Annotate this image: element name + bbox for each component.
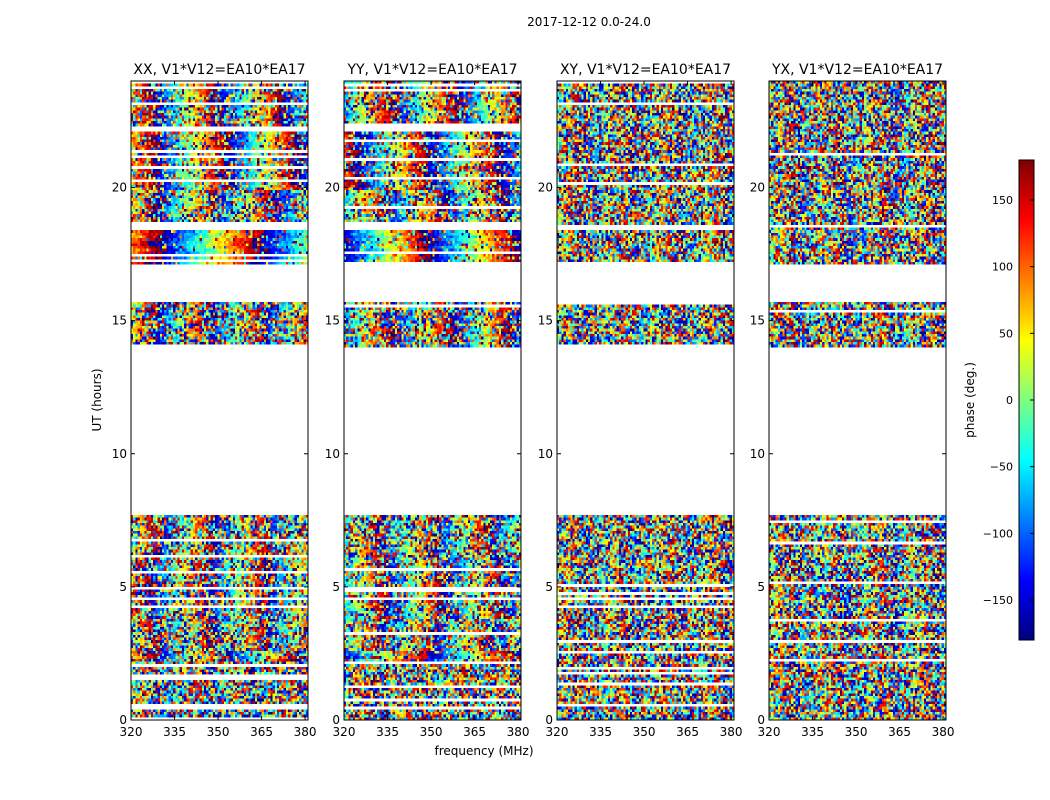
y-tick-label-xx-20: 20 (112, 181, 127, 195)
y-axis-label: UT (hours) (90, 368, 104, 431)
y-tick-label-yx-5: 5 (757, 580, 765, 594)
panel-frame-yx (768, 80, 947, 721)
y-tick-label-xy-0: 0 (545, 713, 553, 727)
colorbar-tick-label-0: 0 (1006, 394, 1013, 407)
y-tick-label-xy-15: 15 (538, 314, 553, 328)
y-tick-label-xy-5: 5 (545, 580, 553, 594)
x-tick-label-yy-365: 365 (463, 725, 486, 739)
y-tick-label-xy-20: 20 (538, 181, 553, 195)
y-tick-label-yy-5: 5 (332, 580, 340, 594)
colorbar-tick-label--150: −150 (983, 594, 1013, 607)
panel-title-xy: XY, V1*V12=EA10*EA17 (560, 62, 731, 78)
x-tick-label-xx-350: 350 (207, 725, 230, 739)
panel-title-yx: YX, V1*V12=EA10*EA17 (771, 62, 943, 78)
colorbar-tick-label--50: −50 (990, 461, 1013, 474)
phase-image-xy (557, 81, 734, 720)
x-tick-label-xx-320: 320 (120, 725, 143, 739)
panel-title-xx: XX, V1*V12=EA10*EA17 (133, 62, 305, 78)
colorbar: −150 −100 −50 0 50 100 150 phase (deg.) (963, 159, 1035, 641)
y-tick-label-yx-20: 20 (750, 181, 765, 195)
x-tick-label-xy-350: 350 (633, 725, 656, 739)
colorbar-tick-label-100: 100 (992, 261, 1013, 274)
x-tick-label-xx-335: 335 (163, 725, 186, 739)
panel-yx: YX, V1*V12=EA10*EA17 320 335 350 365 380 0 5 10 1… (750, 62, 955, 739)
y-tick-label-xx-5: 5 (119, 580, 127, 594)
y-tick-label-yx-0: 0 (757, 713, 765, 727)
y-tick-label-xx-15: 15 (112, 314, 127, 328)
y-tick-label-yx-15: 15 (750, 314, 765, 328)
colorbar-ticks: −150 −100 −50 0 50 100 150 (983, 194, 1034, 607)
panel-title-yy: YY, V1*V12=EA10*EA17 (346, 62, 517, 78)
y-tick-label-xy-10: 10 (538, 447, 553, 461)
colorbar-tick-label-150: 150 (992, 194, 1013, 207)
y-tick-label-yy-10: 10 (325, 447, 340, 461)
x-axis-label: frequency (MHz) (434, 744, 533, 758)
x-tick-label-xy-320: 320 (546, 725, 569, 739)
y-tick-label-xx-0: 0 (119, 713, 127, 727)
y-tick-label-yx-10: 10 (750, 447, 765, 461)
colorbar-tick-label--100: −100 (983, 527, 1013, 540)
figure-title: 2017-12-12 0.0-24.0 (527, 15, 651, 29)
phase-image-yx (769, 81, 946, 720)
x-tick-label-xy-335: 335 (589, 725, 612, 739)
x-tick-label-yx-335: 335 (801, 725, 824, 739)
panel-yy: YY, V1*V12=EA10*EA17 320 335 350 365 380 0 5 10 1… (325, 62, 530, 739)
x-tick-label-yx-380: 380 (932, 725, 955, 739)
panel-xx: XX, V1*V12=EA10*EA17 320 335 350 365 380 0 5 10 1… (112, 62, 317, 739)
x-tick-label-yx-365: 365 (888, 725, 911, 739)
x-tick-label-yy-350: 350 (420, 725, 443, 739)
x-tick-label-yy-380: 380 (507, 725, 530, 739)
phase-image-yy (344, 81, 521, 720)
x-tick-label-yx-350: 350 (845, 725, 868, 739)
x-tick-label-xy-380: 380 (720, 725, 743, 739)
colorbar-tick-label-50: 50 (999, 327, 1013, 340)
panel-frame-yy (343, 80, 522, 721)
y-tick-label-yy-15: 15 (325, 314, 340, 328)
x-tick-label-yy-335: 335 (376, 725, 399, 739)
y-tick-label-yy-20: 20 (325, 181, 340, 195)
x-tick-label-yy-320: 320 (333, 725, 356, 739)
x-tick-label-xx-380: 380 (294, 725, 317, 739)
x-tick-label-yx-320: 320 (758, 725, 781, 739)
x-tick-label-xy-365: 365 (676, 725, 699, 739)
phase-image-xx (131, 81, 308, 720)
panel-xy: XY, V1*V12=EA10*EA17 320 335 350 365 380 0 5 10 1… (538, 62, 743, 739)
panels: XX, V1*V12=EA10*EA17 320 335 350 365 380 0 5 10 1… (112, 62, 955, 739)
y-tick-label-xx-10: 10 (112, 447, 127, 461)
panel-frame-xy (556, 80, 735, 721)
y-tick-label-yy-0: 0 (332, 713, 340, 727)
colorbar-label: phase (deg.) (963, 362, 977, 438)
x-tick-label-xx-365: 365 (250, 725, 273, 739)
panel-frame-xx (130, 80, 309, 721)
